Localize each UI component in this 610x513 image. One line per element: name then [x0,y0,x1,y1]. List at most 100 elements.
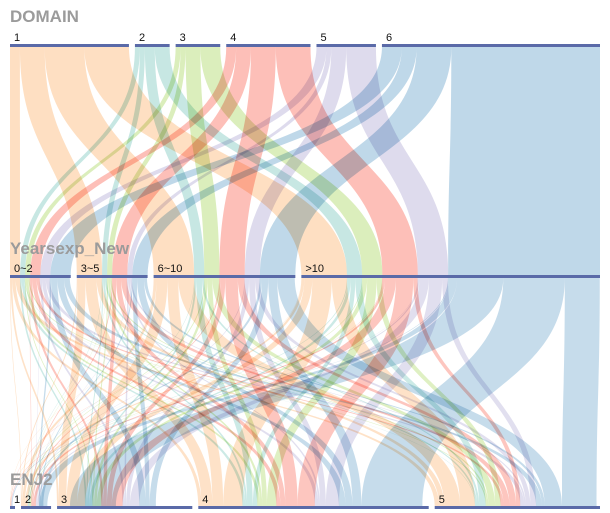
category-bar-6-to-10[interactable] [153,275,296,278]
category-bar-5[interactable] [316,44,376,47]
ribbon-yearsexp-gt10-to-enj2-1[interactable] [11,278,418,506]
ribbon-yearsexp-0-to-2-to-enj2-2[interactable] [35,278,41,506]
ribbon-yearsexp-0-to-2-to-enj2-3[interactable] [20,278,87,506]
ribbon-yearsexp-gt10-to-enj2-1[interactable] [11,278,449,506]
category-label-gt10: >10 [305,263,324,275]
category-label-2: 2 [25,494,31,506]
category-bar-1[interactable] [10,506,16,509]
category-bar-4[interactable] [198,506,429,509]
ribbon-yearsexp-gt10-to-enj2-3[interactable] [70,278,504,506]
ribbon-yearsexp-6-to-10-to-enj2-4[interactable] [207,278,267,506]
category-bar-4[interactable] [226,44,311,47]
ribbon-domain-6-to-6-to-10[interactable] [259,47,452,275]
ribbon-domain-3-to-3-to-5[interactable] [107,47,186,275]
ribbon-domain-3-to-0-to-2[interactable] [25,47,181,275]
category-bar-5[interactable] [434,506,600,509]
ribbon-yearsexp-0-to-2-to-enj2-3[interactable] [24,278,94,506]
ribbon-domain-5-to-0-to-2[interactable] [40,47,327,275]
ribbon-domain-1-to-3-to-5[interactable] [19,47,103,275]
ribbon-yearsexp-6-to-10-to-enj2-5[interactable] [254,278,531,506]
ribbon-yearsexp-gt10-to-enj2-5[interactable] [562,278,600,506]
ribbon-yearsexp-3-to-5-to-enj2-2[interactable] [40,278,133,506]
ribbon-domain-1-to-6-to-10[interactable] [44,47,195,275]
ribbon-yearsexp-3-to-5-to-enj2-5[interactable] [144,278,545,506]
ribbon-yearsexp-gt10-to-enj2-3[interactable] [89,278,351,506]
ribbon-yearsexp-0-to-2-to-enj2-2[interactable] [38,278,52,506]
ribbon-yearsexp-3-to-5-to-enj2-2[interactable] [31,278,113,506]
ribbon-yearsexp-3-to-5-to-enj2-2[interactable] [29,278,108,506]
ribbon-domain-4-to-6-to-10[interactable] [219,47,276,275]
ribbon-yearsexp-0-to-2-to-enj2-4[interactable] [12,278,202,506]
ribbon-yearsexp-3-to-5-to-enj2-2[interactable] [27,278,103,506]
category-bar-3[interactable] [57,506,193,509]
category-bar-3-to-5[interactable] [76,275,148,278]
ribbon-yearsexp-gt10-to-enj2-4[interactable] [325,278,443,506]
category-bar-6[interactable] [381,44,600,47]
ribbon-yearsexp-0-to-2-to-enj2-3[interactable] [40,278,125,506]
ribbon-yearsexp-gt10-to-enj2-4[interactable] [361,278,565,506]
ribbon-yearsexp-6-to-10-to-enj2-2[interactable] [29,278,206,506]
category-label-3-to-5: 3~5 [81,263,100,275]
category-bar-2[interactable] [21,506,52,509]
ribbon-yearsexp-3-to-5-to-enj2-2[interactable] [21,278,78,506]
ribbon-domain-6-to-gt10[interactable] [448,47,600,275]
ribbon-yearsexp-0-to-2-to-enj2-3[interactable] [51,278,146,506]
ribbon-yearsexp-3-to-5-to-enj2-4[interactable] [85,278,213,506]
ribbon-domain-2-to-0-to-2[interactable] [20,47,140,275]
ribbons-domain-to-yearsexp [10,47,600,275]
ribbon-yearsexp-3-to-5-to-enj2-2[interactable] [36,278,128,506]
ribbon-yearsexp-6-to-10-to-enj2-5[interactable] [202,278,480,506]
category-bar-1[interactable] [10,44,129,47]
ribbon-yearsexp-6-to-10-to-enj2-1[interactable] [10,278,220,506]
ribbon-domain-6-to-3-to-5[interactable] [132,47,417,275]
category-label-5: 5 [320,32,326,44]
ribbon-yearsexp-3-to-5-to-enj2-5[interactable] [130,278,526,506]
ribbon-yearsexp-gt10-to-enj2-2[interactable] [37,278,420,506]
ribbon-domain-5-to-6-to-10[interactable] [244,47,347,275]
ribbon-yearsexp-6-to-10-to-enj2-5[interactable] [277,278,563,506]
ribbon-yearsexp-0-to-2-to-enj2-3[interactable] [30,278,104,506]
ribbon-domain-2-to-3-to-5[interactable] [102,47,145,275]
ribbon-yearsexp-gt10-to-enj2-3[interactable] [77,278,313,506]
ribbon-domain-5-to-gt10[interactable] [346,47,449,275]
ribbon-yearsexp-6-to-10-to-enj2-2[interactable] [22,278,157,506]
ribbon-yearsexp-gt10-to-enj2-2[interactable] [39,278,458,506]
ribbons-yearsexp-to-enj2 [10,278,600,506]
ribbon-yearsexp-6-to-10-to-enj2-2[interactable] [41,278,262,506]
category-label-0-to-2: 0~2 [14,263,33,275]
ribbon-yearsexp-3-to-5-to-enj2-4[interactable] [128,278,321,506]
ribbon-yearsexp-0-to-2-to-enj2-2[interactable] [10,278,22,506]
ribbon-yearsexp-gt10-to-enj2-1[interactable] [10,278,383,506]
ribbon-yearsexp-0-to-2-to-enj2-2[interactable] [29,278,32,506]
ribbon-yearsexp-3-to-5-to-enj2-3[interactable] [86,278,104,506]
ribbon-yearsexp-gt10-to-enj2-3[interactable] [111,278,396,506]
category-label-4: 4 [202,494,208,506]
ribbon-yearsexp-6-to-10-to-enj2-3[interactable] [126,278,250,506]
ribbon-yearsexp-3-to-5-to-enj2-4[interactable] [103,278,248,506]
ribbon-yearsexp-gt10-to-enj2-4[interactable] [297,278,414,506]
ribbon-domain-1-to-0-to-2[interactable] [10,47,21,275]
ribbon-domain-4-to-0-to-2[interactable] [30,47,237,275]
ribbon-yearsexp-6-to-10-to-enj2-3[interactable] [149,278,269,506]
category-bar-2[interactable] [134,44,170,47]
ribbon-yearsexp-0-to-2-to-enj2-4[interactable] [57,278,346,506]
ribbon-yearsexp-6-to-10-to-enj2-4[interactable] [268,278,362,506]
category-label-6-to-10: 6~10 [158,263,183,275]
ribbon-yearsexp-gt10-to-enj2-3[interactable] [96,278,368,506]
ribbon-domain-6-to-0-to-2[interactable] [50,47,402,275]
ribbon-yearsexp-0-to-2-to-enj2-3[interactable] [10,278,59,506]
ribbon-yearsexp-6-to-10-to-enj2-3[interactable] [106,278,226,506]
ribbon-yearsexp-3-to-5-to-enj2-3[interactable] [103,278,117,506]
ribbon-yearsexp-0-to-2-to-enj2-4[interactable] [32,278,281,506]
ribbon-domain-3-to-6-to-10[interactable] [185,47,220,275]
category-bar-3[interactable] [175,44,221,47]
ribbon-yearsexp-6-to-10-to-enj2-4[interactable] [225,278,298,506]
ribbon-yearsexp-6-to-10-to-enj2-5[interactable] [237,278,517,506]
ribbon-yearsexp-0-to-2-to-enj2-4[interactable] [21,278,246,506]
ribbon-yearsexp-3-to-5-to-enj2-4[interactable] [108,278,263,506]
ribbon-yearsexp-gt10-to-enj2-5[interactable] [331,278,475,506]
ribbon-yearsexp-gt10-to-enj2-4[interactable] [266,278,377,506]
category-bar-0-to-2[interactable] [10,275,71,278]
ribbon-yearsexp-0-to-2-to-enj2-4[interactable] [42,278,319,506]
category-bar-gt10[interactable] [301,275,600,278]
